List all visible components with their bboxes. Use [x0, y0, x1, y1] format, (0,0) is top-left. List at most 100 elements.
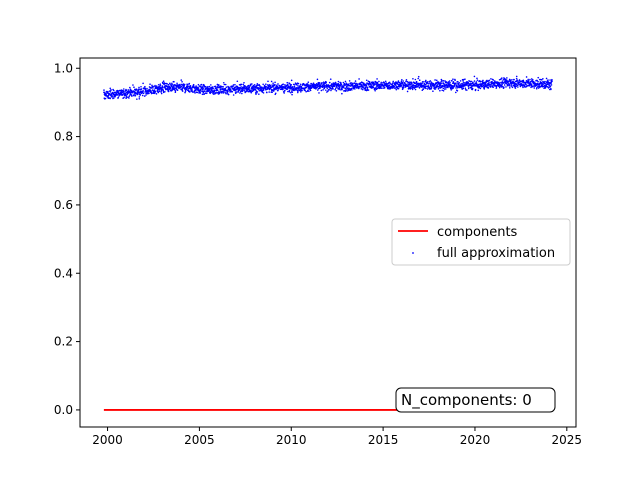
- scatter-point: [251, 83, 253, 85]
- scatter-point: [443, 88, 446, 90]
- x-tick-label: 2015: [368, 433, 399, 447]
- legend-label-full-approximation: full approximation: [437, 246, 555, 261]
- scatter-point: [231, 90, 234, 93]
- scatter-point: [293, 84, 296, 86]
- scatter-point: [269, 84, 272, 87]
- scatter-point: [518, 79, 521, 81]
- scatter-point: [467, 85, 470, 88]
- scatter-point: [356, 84, 359, 87]
- scatter-point: [317, 87, 320, 90]
- scatter-point: [297, 85, 300, 87]
- scatter-point: [418, 79, 421, 82]
- scatter-point: [293, 85, 296, 88]
- scatter-point: [127, 89, 130, 91]
- scatter-point: [199, 90, 202, 92]
- scatter-point: [310, 83, 313, 85]
- scatter-point: [306, 85, 309, 88]
- scatter-point: [204, 90, 206, 93]
- y-tick-label: 0.4: [54, 266, 73, 280]
- scatter-point: [452, 81, 455, 84]
- scatter-point: [315, 83, 318, 85]
- scatter-point: [318, 81, 321, 84]
- scatter-point: [388, 81, 391, 84]
- scatter-point: [426, 88, 429, 90]
- scatter-point: [308, 84, 310, 86]
- scatter-point: [218, 91, 221, 93]
- scatter-point: [286, 83, 289, 86]
- scatter-point: [291, 93, 293, 96]
- scatter-point: [111, 96, 114, 98]
- scatter-point: [140, 88, 143, 90]
- scatter-point: [159, 83, 162, 85]
- scatter-point: [181, 80, 183, 83]
- scatter-point: [367, 80, 370, 83]
- scatter-point: [234, 83, 236, 86]
- scatter-point: [284, 83, 286, 86]
- scatter-point: [305, 90, 307, 93]
- scatter-point: [267, 80, 269, 83]
- scatter-point: [362, 86, 364, 89]
- scatter-point: [241, 92, 243, 95]
- scatter-point: [440, 86, 443, 89]
- scatter-point: [525, 76, 528, 78]
- scatter-point: [191, 89, 193, 91]
- scatter-point: [465, 89, 468, 91]
- scatter-point: [327, 90, 329, 93]
- scatter-point: [218, 92, 221, 95]
- legend-label-components: components: [437, 225, 518, 240]
- scatter-point: [262, 89, 265, 91]
- scatter-point: [464, 78, 466, 80]
- annotation-text: N_components: 0: [401, 391, 532, 410]
- scatter-point: [498, 86, 501, 89]
- scatter-point: [232, 84, 235, 86]
- scatter-point: [508, 80, 510, 82]
- scatter-point: [304, 89, 306, 92]
- scatter-point: [498, 82, 501, 84]
- scatter-point: [408, 86, 411, 88]
- scatter-point: [531, 78, 534, 81]
- scatter-point: [477, 89, 480, 92]
- scatter-point: [107, 96, 110, 98]
- scatter-point: [402, 86, 405, 89]
- scatter-point: [495, 85, 498, 88]
- scatter-point: [517, 86, 519, 88]
- scatter-point: [194, 92, 196, 94]
- scatter-point: [424, 83, 427, 86]
- scatter-point: [196, 91, 199, 94]
- scatter-point: [150, 87, 152, 89]
- scatter-point: [288, 89, 291, 92]
- scatter-point: [152, 87, 154, 89]
- scatter-point: [527, 79, 530, 82]
- scatter-point: [330, 89, 332, 92]
- scatter-point: [283, 92, 286, 94]
- scatter-point: [299, 86, 301, 89]
- scatter-point: [353, 82, 356, 84]
- scatter-point: [440, 82, 442, 85]
- scatter-point: [142, 90, 144, 92]
- scatter-point: [271, 91, 273, 94]
- scatter-point: [508, 87, 511, 89]
- scatter-point: [204, 92, 207, 95]
- scatter-point: [376, 78, 378, 80]
- scatter-point: [469, 80, 471, 83]
- scatter-point: [129, 86, 131, 89]
- scatter-point: [138, 96, 141, 98]
- scatter-point: [342, 86, 345, 88]
- x-tick-label: 2025: [552, 433, 583, 447]
- scatter-point: [523, 84, 526, 86]
- scatter-point: [316, 78, 319, 81]
- legend-box: [391, 218, 571, 266]
- plot-frame: [79, 57, 577, 428]
- y-tick-label: 1.0: [54, 61, 73, 75]
- scatter-point: [351, 83, 354, 86]
- scatter-point: [134, 88, 136, 91]
- scatter-point: [297, 82, 300, 85]
- scatter-point: [309, 89, 312, 92]
- scatter-point: [383, 86, 386, 89]
- scatter-point: [364, 84, 366, 87]
- scatter-point: [513, 78, 515, 81]
- scatter-point: [505, 86, 507, 88]
- scatter-point: [544, 80, 546, 83]
- scatter-point: [492, 86, 494, 89]
- scatter-point: [334, 87, 337, 89]
